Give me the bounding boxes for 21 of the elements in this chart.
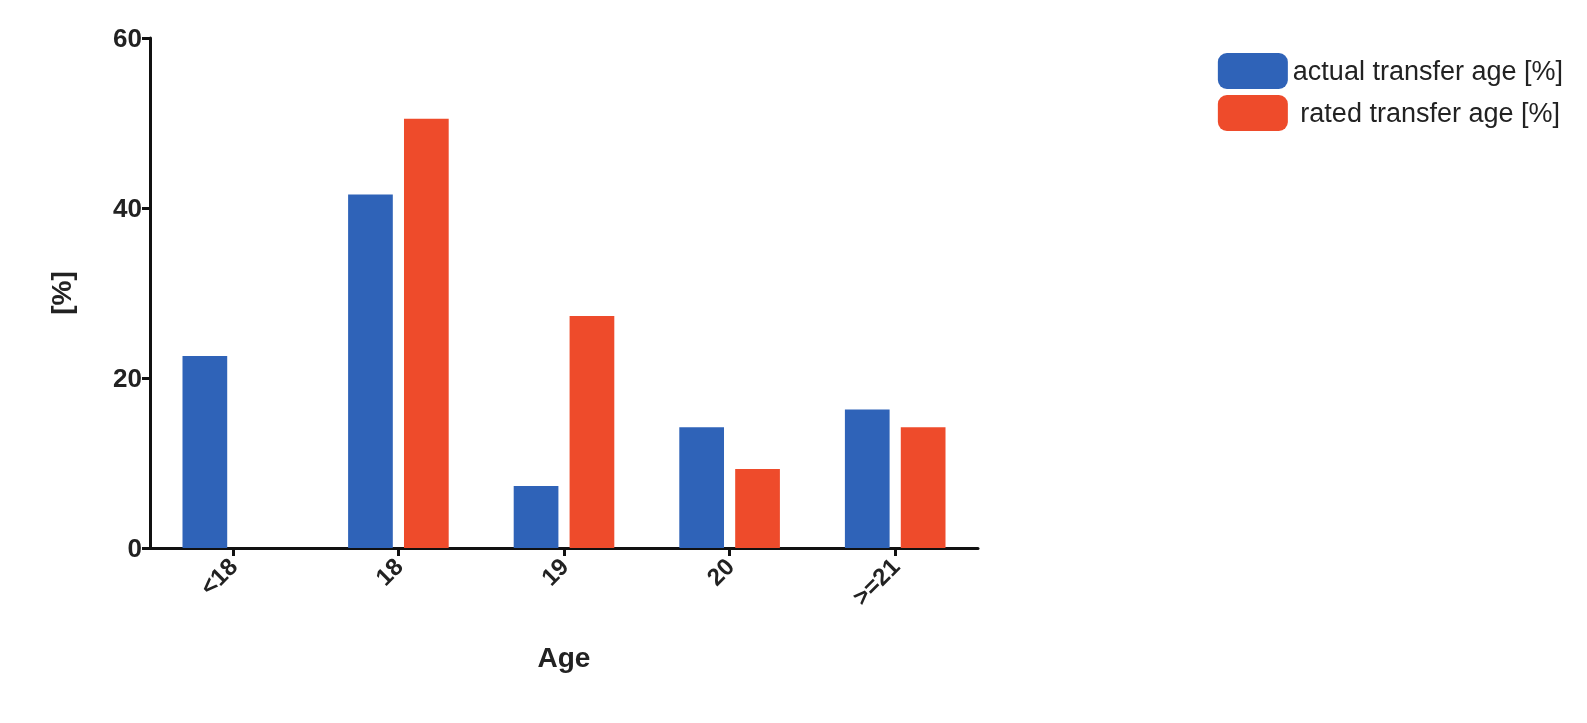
y-tick-label: 20: [113, 363, 142, 393]
x-tick-label: 18: [369, 552, 408, 591]
bar: [513, 485, 559, 548]
y-tick-label: 40: [113, 193, 142, 223]
bar: [569, 315, 615, 548]
bar: [348, 194, 393, 548]
y-tick-label: 0: [127, 533, 142, 563]
legend-label: rated transfer age [%]: [1292, 98, 1560, 128]
y-tick-label: 60: [113, 23, 142, 53]
y-axis-title: [%]: [45, 271, 77, 315]
x-tick-label: <18: [194, 552, 243, 601]
x-tick-label: 20: [701, 552, 740, 591]
x-axis-title: Age: [537, 641, 591, 673]
bar: [403, 118, 449, 548]
legend-label: actual transfer age [%]: [1292, 56, 1564, 86]
bar: [679, 427, 725, 548]
bar: [844, 409, 890, 548]
bar: [735, 468, 780, 548]
x-tick-label: 19: [535, 552, 574, 591]
bar: [900, 427, 946, 548]
bar: [182, 355, 228, 548]
